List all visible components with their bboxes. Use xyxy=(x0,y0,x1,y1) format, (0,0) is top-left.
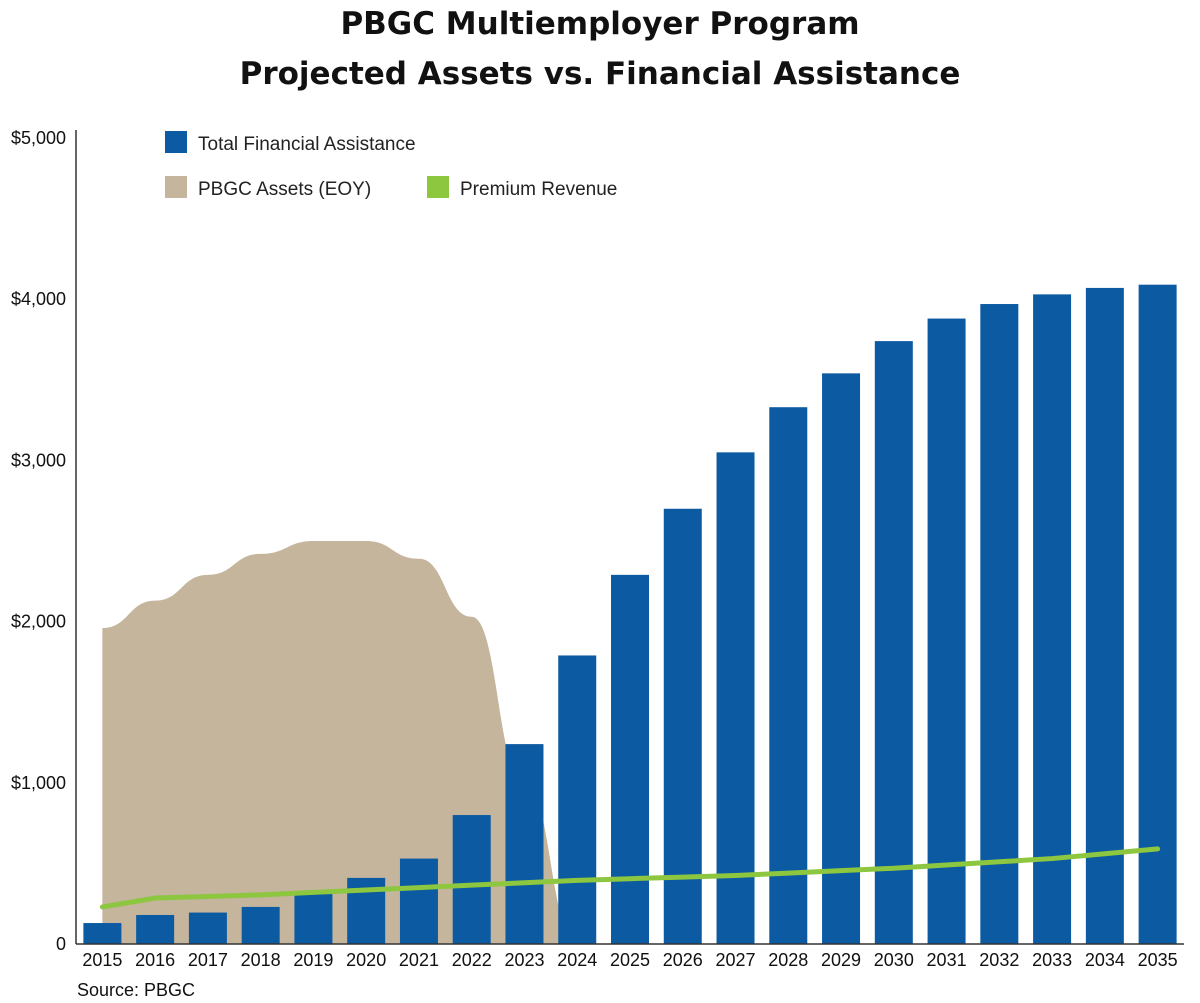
y-tick-label: $2,000 xyxy=(11,612,66,632)
financial-assistance-bar xyxy=(83,923,122,944)
x-tick-label: 2035 xyxy=(1138,950,1178,970)
x-tick-label: 2030 xyxy=(874,950,914,970)
x-tick-label: 2026 xyxy=(663,950,703,970)
chart-subtitle: Projected Assets vs. Financial Assistanc… xyxy=(239,56,961,92)
y-tick-label: $4,000 xyxy=(11,289,66,309)
financial-assistance-bar xyxy=(399,858,438,944)
axis-layer: 0 $1,000 $2,000 $3,000 $4,000 $5,000 2015 2016 2… xyxy=(11,128,1184,970)
premium-revenue-line xyxy=(99,846,1161,910)
financial-assistance-bar xyxy=(505,744,544,944)
y-tick-label: 0 xyxy=(56,934,66,954)
legend-label: Total Financial Assistance xyxy=(198,134,416,155)
financial-assistance-bar xyxy=(927,318,966,944)
legend-swatch xyxy=(165,131,187,153)
financial-assistance-bar xyxy=(1138,284,1177,944)
x-tick-label: 2029 xyxy=(821,950,861,970)
y-tick-label: $1,000 xyxy=(11,773,66,793)
x-tick-label: 2021 xyxy=(399,950,439,970)
x-tick-label: 2025 xyxy=(610,950,650,970)
financial-assistance-bar xyxy=(663,508,702,944)
x-tick-label: 2017 xyxy=(188,950,228,970)
x-tick-label: 2016 xyxy=(135,950,175,970)
x-tick-label: 2032 xyxy=(979,950,1019,970)
x-tick-label: 2033 xyxy=(1032,950,1072,970)
financial-assistance-bar xyxy=(452,815,491,944)
source-note: Source: PBGC xyxy=(77,980,196,1000)
financial-assistance-bar xyxy=(136,914,175,944)
financial-assistance-bar xyxy=(874,341,913,944)
y-tick-label: $3,000 xyxy=(11,450,66,470)
legend-swatch xyxy=(165,176,187,198)
x-tick-label: 2027 xyxy=(716,950,756,970)
financial-assistance-bar xyxy=(188,912,227,944)
financial-assistance-bar xyxy=(980,304,1019,944)
financial-assistance-bar xyxy=(822,373,861,944)
financial-assistance-bar xyxy=(294,894,333,944)
x-tick-label: 2028 xyxy=(768,950,808,970)
legend: Total Financial Assistance PBGC Assets (E… xyxy=(165,131,617,200)
financial-assistance-bar xyxy=(716,452,755,944)
x-tick-label: 2024 xyxy=(557,950,597,970)
financial-assistance-bar xyxy=(1085,287,1124,944)
premium-line-layer xyxy=(99,846,1161,910)
x-tick-label: 2023 xyxy=(504,950,544,970)
x-tick-label: 2022 xyxy=(452,950,492,970)
x-tick-label: 2020 xyxy=(346,950,386,970)
financial-assistance-bar xyxy=(241,906,280,944)
financial-assistance-bar xyxy=(558,655,597,944)
financial-assistance-bar xyxy=(769,407,808,945)
y-tick-label: $5,000 xyxy=(11,128,66,148)
legend-label: Premium Revenue xyxy=(460,179,617,200)
bar-layer xyxy=(83,284,1177,945)
x-tick-label: 2018 xyxy=(241,950,281,970)
legend-swatch xyxy=(427,176,449,198)
x-tick-label: 2031 xyxy=(927,950,967,970)
financial-assistance-bar xyxy=(1033,294,1072,944)
x-tick-label: 2019 xyxy=(293,950,333,970)
legend-label: PBGC Assets (EOY) xyxy=(198,179,371,200)
financial-assistance-bar xyxy=(611,574,649,944)
x-tick-label: 2034 xyxy=(1085,950,1125,970)
chart-title: PBGC Multiemployer Program xyxy=(340,6,860,42)
x-tick-label: 2015 xyxy=(82,950,122,970)
